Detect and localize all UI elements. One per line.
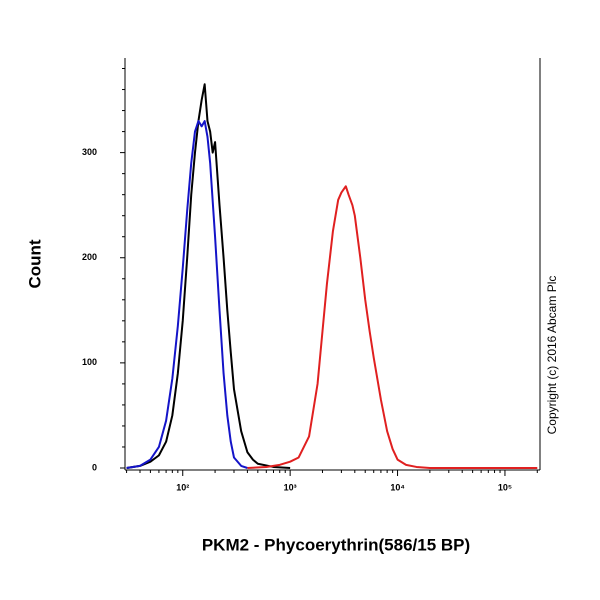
histogram-line: [247, 185, 538, 469]
y-tick-label: 100: [82, 357, 97, 367]
y-tick-label: 300: [82, 147, 97, 157]
x-axis-title: PKM2 - Phycoerythrin(586/15 BP): [202, 535, 470, 554]
y-tick-label: 0: [92, 462, 97, 472]
x-tick-label: 10⁴: [390, 482, 404, 492]
histogram-line: [126, 120, 248, 469]
copyright: Copyright (c) 2016 Abcam Plc: [545, 276, 559, 435]
x-tick-label: 10³: [284, 482, 297, 492]
x-tick-label: 10⁵: [498, 482, 512, 492]
x-tick-label: 10²: [176, 482, 189, 492]
y-tick-label: 200: [82, 252, 97, 262]
histogram-line: [126, 83, 291, 469]
y-axis-title: Count: [25, 239, 44, 288]
